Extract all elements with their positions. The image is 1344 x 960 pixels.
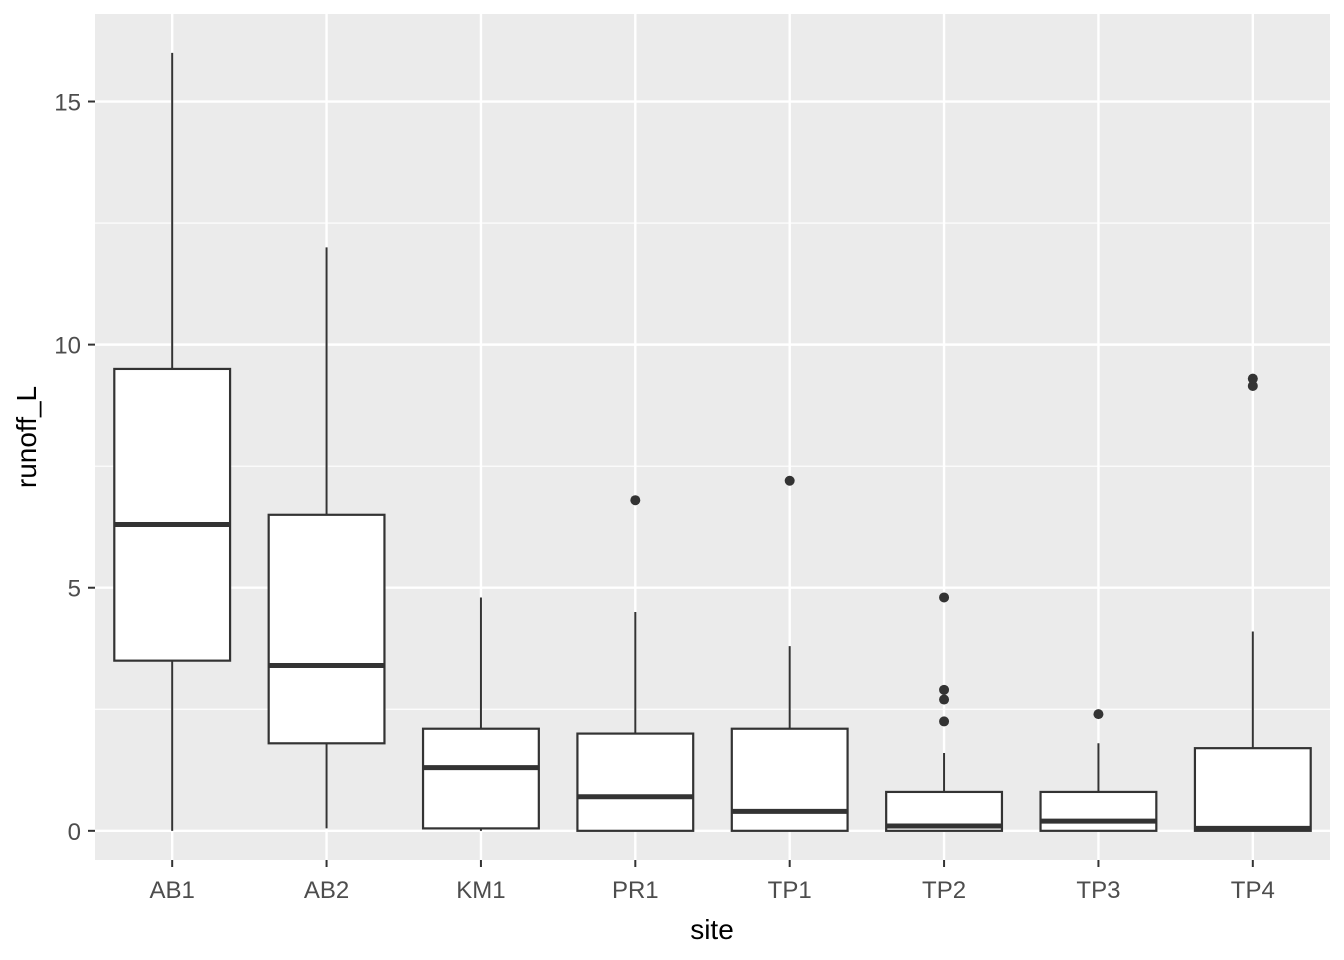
box-TP3 bbox=[1039, 790, 1158, 832]
x-tick-label: KM1 bbox=[456, 877, 505, 904]
outlier-TP2 bbox=[939, 684, 950, 695]
x-tick-label: AB2 bbox=[304, 877, 349, 904]
box-TP1 bbox=[730, 727, 849, 832]
box-PR1 bbox=[576, 732, 695, 832]
outlier-TP3 bbox=[1093, 709, 1104, 720]
y-tick-label: 15 bbox=[54, 90, 81, 117]
x-tick-label: AB1 bbox=[150, 877, 195, 904]
x-axis-title: site bbox=[690, 914, 734, 945]
x-tick-label: TP3 bbox=[1076, 877, 1120, 904]
outlier-TP2 bbox=[939, 716, 950, 727]
outlier-TP4 bbox=[1247, 380, 1258, 391]
y-tick-label: 10 bbox=[54, 333, 81, 360]
y-tick-label: 5 bbox=[68, 576, 81, 603]
outlier-TP2 bbox=[939, 592, 950, 603]
x-tick-label: TP2 bbox=[922, 877, 966, 904]
box-KM1 bbox=[421, 727, 540, 830]
y-tick-label: 0 bbox=[68, 819, 81, 846]
box-AB2 bbox=[267, 513, 386, 745]
outlier-TP1 bbox=[784, 475, 795, 486]
x-tick-label: PR1 bbox=[612, 877, 659, 904]
box-TP4 bbox=[1193, 747, 1312, 832]
outlier-PR1 bbox=[630, 495, 641, 506]
x-tick-label: TP4 bbox=[1231, 877, 1275, 904]
box-AB1 bbox=[113, 367, 232, 662]
outlier-TP2 bbox=[939, 694, 950, 705]
outlier-TP4 bbox=[1247, 373, 1258, 384]
x-tick-label: TP1 bbox=[768, 877, 812, 904]
y-axis-title: runoff_L bbox=[11, 385, 42, 489]
